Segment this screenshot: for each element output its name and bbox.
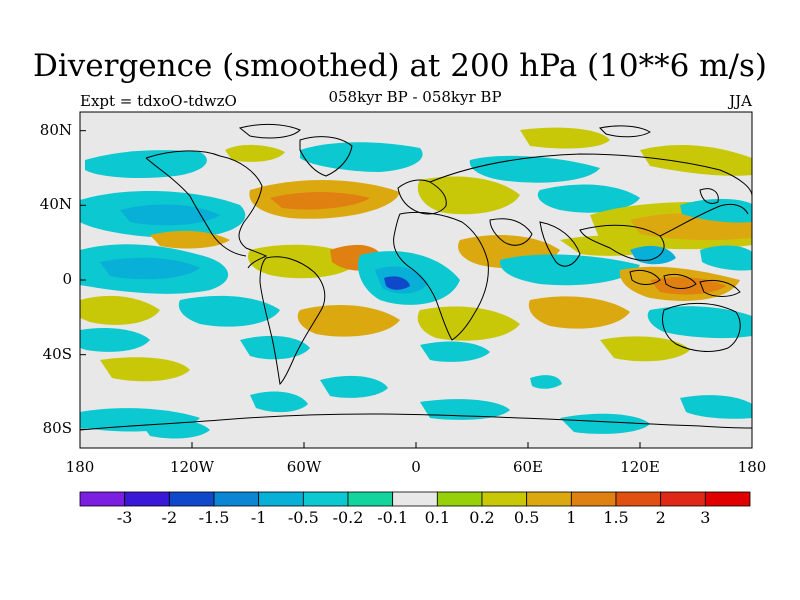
colorbar-label: 2 <box>655 508 666 527</box>
colorbar-swatch <box>660 491 706 507</box>
colorbar-swatch <box>704 491 751 507</box>
colorbar <box>79 491 751 507</box>
colorbar-swatch <box>213 491 260 507</box>
colorbar-swatch <box>168 491 215 507</box>
colorbar-swatch <box>258 491 304 507</box>
period-label: 058kyr BP - 058kyr BP <box>328 88 502 106</box>
lat-tick-label: 0 <box>62 270 72 288</box>
colorbar-label: -1 <box>250 508 267 527</box>
colorbar-label: -0.5 <box>287 508 319 527</box>
lon-tick-label: 120E <box>620 458 660 476</box>
lat-tick-label: 40N <box>39 195 72 214</box>
lat-tick-label: 80N <box>39 120 72 139</box>
colorbar-label: -1.5 <box>198 508 230 527</box>
colorbar-swatch <box>570 491 617 507</box>
colorbar-label: 0.2 <box>469 508 495 527</box>
colorbar-swatch <box>526 491 572 507</box>
lat-tick-label: 80S <box>42 419 72 438</box>
colorbar-label: 3 <box>700 508 711 527</box>
divergence-field <box>80 127 752 439</box>
colorbar-label: 1 <box>566 508 577 527</box>
season-label: JJA <box>729 92 752 110</box>
colorbar-swatch <box>436 491 483 507</box>
colorbar-swatch <box>392 491 438 507</box>
colorbar-label: -0.1 <box>377 508 409 527</box>
colorbar-label: -2 <box>161 508 178 527</box>
lon-tick-label: 180 <box>737 458 767 476</box>
colorbar-swatch <box>302 491 349 507</box>
axis-ticks <box>79 130 753 448</box>
colorbar-label: 1.5 <box>603 508 629 527</box>
colorbar-label: 0.1 <box>424 508 451 527</box>
colorbar-label: -3 <box>116 508 133 527</box>
colorbar-label: 0.5 <box>513 508 540 527</box>
lon-tick-label: 180 <box>65 458 95 476</box>
colorbar-swatch <box>124 491 170 507</box>
chart-title: Divergence (smoothed) at 200 hPa (10**6 … <box>33 48 767 84</box>
lon-tick-label: 0 <box>411 458 421 476</box>
colorbar-swatch <box>347 491 394 507</box>
colorbar-swatch <box>481 491 528 507</box>
colorbar-swatch <box>615 491 662 507</box>
experiment-label: Expt = tdxoO-tdwzO <box>80 92 237 110</box>
lon-tick-label: 120W <box>169 458 215 476</box>
colorbar-swatch <box>79 491 126 507</box>
lat-tick-label: 40S <box>42 344 72 363</box>
coastlines <box>80 123 752 431</box>
lon-tick-label: 60E <box>512 458 544 476</box>
lon-tick-label: 60W <box>286 458 322 476</box>
colorbar-label: -0.2 <box>332 508 364 527</box>
